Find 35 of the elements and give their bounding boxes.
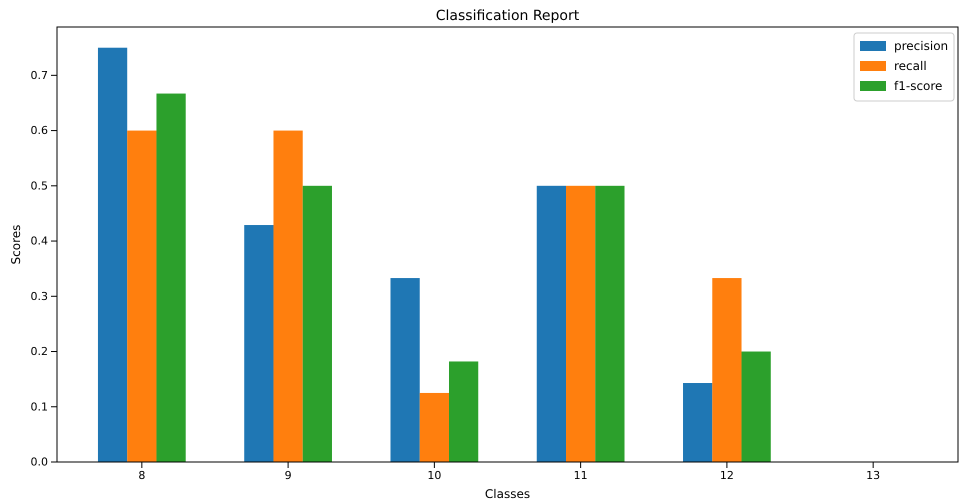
x-tick-label: 10 — [427, 468, 442, 482]
bar — [390, 278, 420, 462]
y-tick-label: 0.0 — [30, 456, 48, 469]
bar — [273, 130, 303, 462]
bar — [712, 278, 742, 462]
y-tick-label: 0.6 — [30, 124, 48, 138]
bar — [536, 186, 566, 462]
legend-label: recall — [894, 59, 927, 73]
y-tick-label: 0.5 — [30, 179, 48, 192]
x-tick-label: 12 — [720, 468, 734, 482]
bar — [420, 392, 449, 462]
y-tick-label: 0.3 — [30, 290, 48, 303]
bar — [98, 48, 128, 462]
x-tick-label: 8 — [138, 468, 146, 482]
bar — [595, 186, 625, 462]
x-tick-label: 11 — [574, 468, 588, 482]
bar — [244, 225, 274, 462]
bar — [156, 94, 186, 462]
y-axis-title: Scores — [9, 224, 23, 264]
bar — [127, 130, 156, 462]
bar — [302, 186, 332, 462]
legend-label: precision — [894, 39, 948, 53]
x-axis-title: Classes — [484, 487, 530, 501]
x-tick-label: 9 — [284, 468, 292, 482]
y-tick-label: 0.4 — [30, 234, 48, 248]
bar — [448, 361, 478, 462]
x-tick-label: 13 — [866, 468, 880, 482]
bar — [742, 352, 771, 462]
bar — [566, 186, 596, 462]
bar — [683, 383, 712, 462]
y-tick-label: 0.7 — [30, 68, 48, 82]
y-tick-label: 0.1 — [30, 400, 48, 414]
y-tick-label: 0.2 — [30, 345, 48, 358]
legend-label: f1-score — [894, 79, 942, 93]
chart-title: Classification Report — [436, 8, 580, 24]
